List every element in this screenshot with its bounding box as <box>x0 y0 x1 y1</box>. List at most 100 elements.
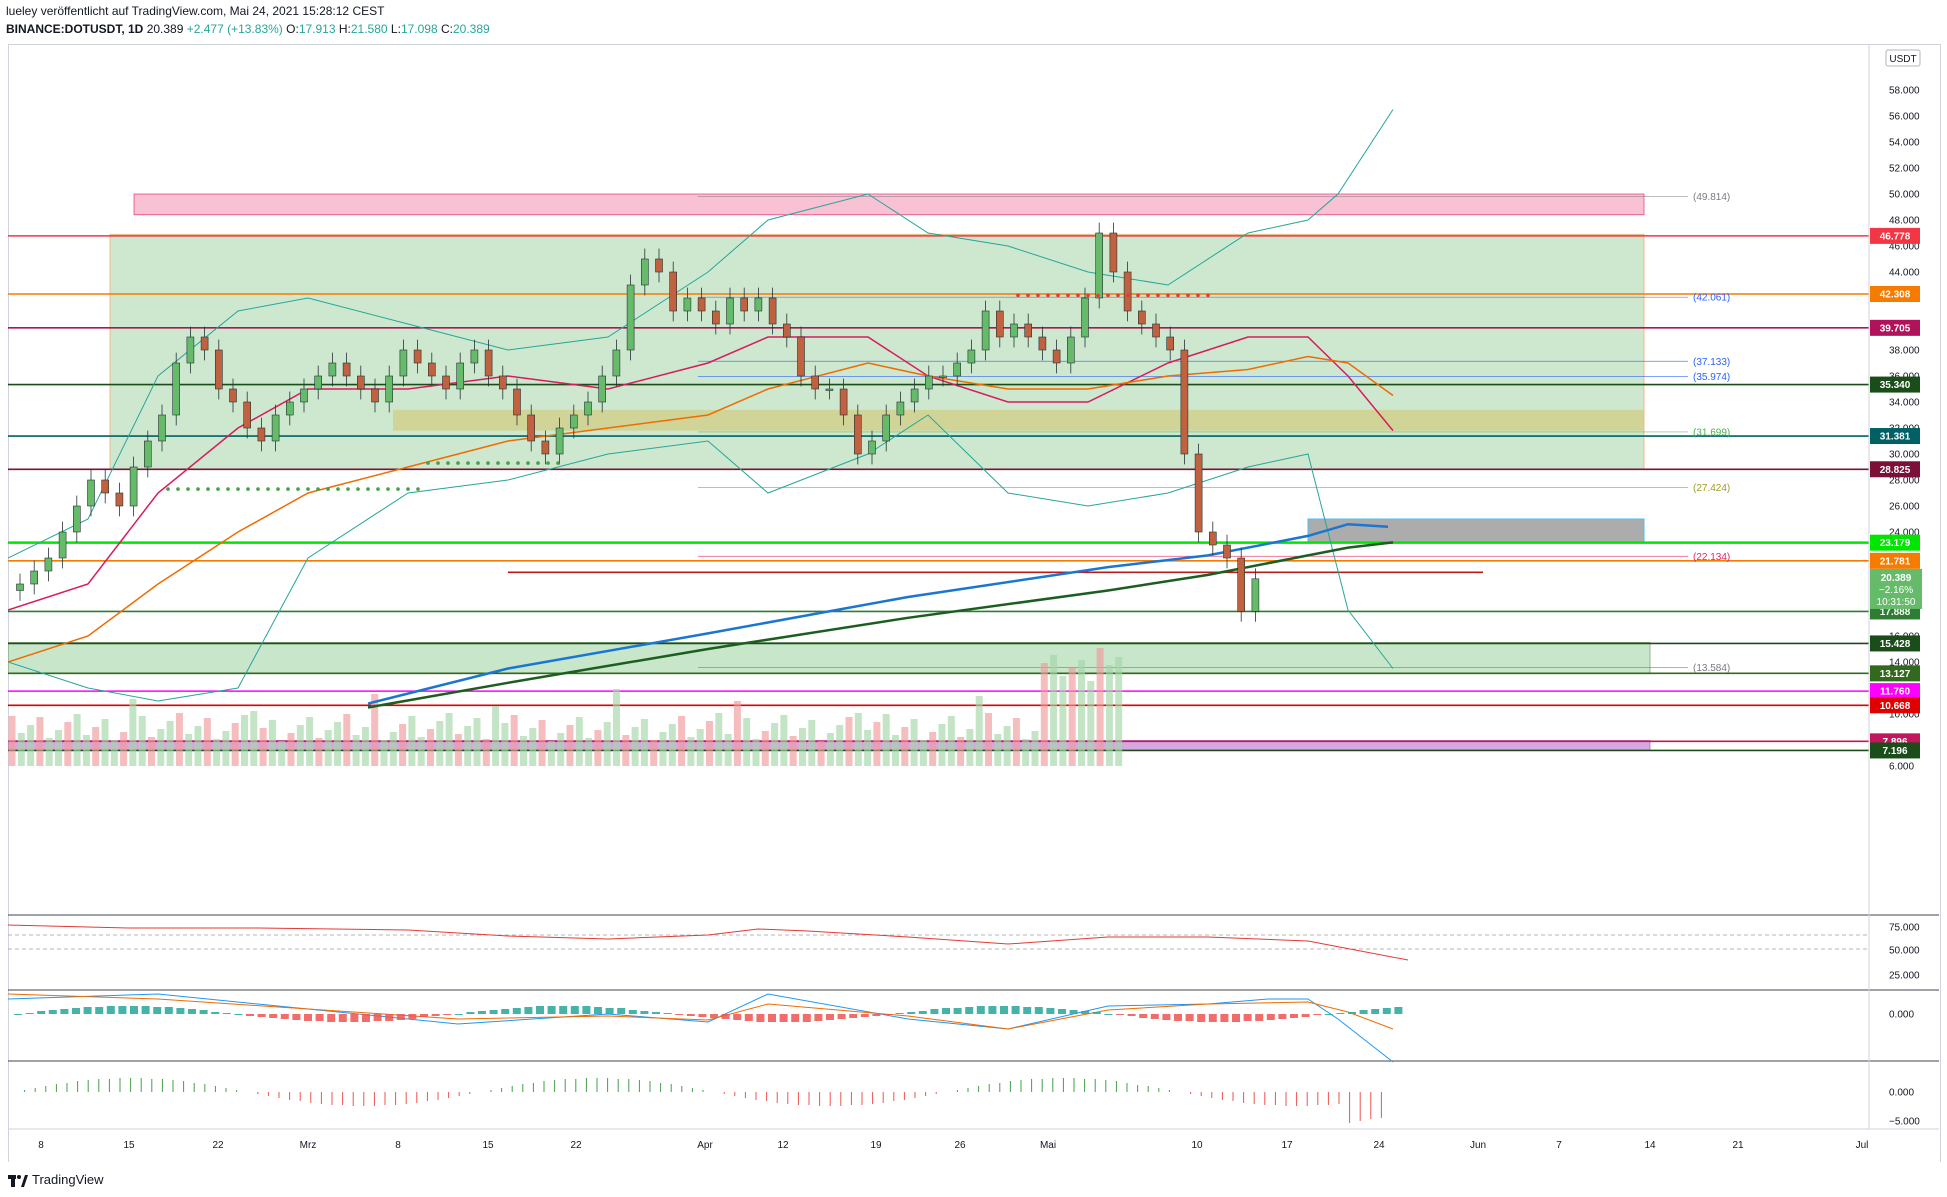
volume-bar <box>436 721 444 766</box>
macd-histogram-bar <box>605 1008 614 1014</box>
macd-histogram-bar <box>930 1009 939 1014</box>
bollinger-layer <box>8 109 1394 702</box>
macd-signal <box>8 993 1394 1030</box>
level-price-tag <box>1870 552 1920 569</box>
candle-body <box>1038 336 1047 351</box>
volume-bar <box>1115 657 1123 766</box>
macd-histogram-bar <box>1278 1014 1287 1019</box>
macd-histogram-bar <box>559 1006 568 1014</box>
candle-body <box>229 388 237 403</box>
volume-bar <box>1087 681 1095 766</box>
psar-dot <box>266 487 270 491</box>
volume-bar <box>687 737 695 766</box>
candle-body <box>768 297 777 325</box>
level-price-tag <box>1870 665 1920 682</box>
chart-canvas[interactable]: (49.814) (42.061) (37.133) (35.974) (31.699)… <box>8 44 1939 1162</box>
footer-bar: TradingView <box>0 1162 1947 1197</box>
candle-body <box>1067 336 1075 364</box>
candle-body <box>910 388 919 403</box>
candle-body <box>200 336 209 351</box>
volume-bar <box>82 735 90 766</box>
psar-dot <box>1196 293 1200 298</box>
time-tick: Apr <box>697 1140 713 1151</box>
macd-histogram-bar <box>547 1006 556 1014</box>
psar-dot <box>186 487 190 491</box>
macd-histogram-bar <box>1382 1008 1391 1014</box>
open-value: 17.913 <box>298 22 336 36</box>
psar-layer <box>166 293 1210 491</box>
macd-histogram-bar <box>72 1008 80 1014</box>
macd-histogram-bar <box>1255 1014 1264 1021</box>
volume-bar <box>92 727 100 766</box>
open-label: O: <box>286 22 299 36</box>
macd-histogram-bar <box>176 1008 185 1014</box>
candle-body <box>371 388 379 403</box>
volume-bar <box>427 729 434 766</box>
candle-body <box>1052 349 1061 364</box>
volume-bar <box>334 722 341 766</box>
candle-body <box>342 362 351 377</box>
psar-dot <box>396 487 400 491</box>
candle-body <box>697 297 706 312</box>
time-tick: Jun <box>1470 1140 1486 1151</box>
gray-zone <box>1307 518 1645 543</box>
macd-histogram-bar <box>907 1012 916 1014</box>
level-price-tag <box>1870 683 1920 700</box>
psar-dot <box>336 487 340 491</box>
macd-histogram-bar <box>594 1007 602 1014</box>
psar-dot <box>1156 293 1160 298</box>
macd-histogram-bar <box>640 1011 649 1014</box>
volume-bar <box>148 737 155 766</box>
candle-body <box>1180 349 1189 455</box>
candle-body <box>1223 544 1231 559</box>
macd-histogram-bar <box>396 1014 405 1020</box>
psar-dot <box>166 487 170 491</box>
psar-dot <box>366 487 370 491</box>
time-tick: Jul <box>1856 1140 1869 1151</box>
volume-bar <box>110 740 118 766</box>
volume-bar <box>659 732 667 766</box>
macd-histogram-bar <box>733 1014 742 1020</box>
macd-histogram-bar <box>768 1014 776 1022</box>
psar-dot <box>496 461 500 465</box>
psar-dot <box>1146 293 1150 298</box>
time-tick: 22 <box>570 1140 582 1151</box>
time-tick: 21 <box>1732 1140 1744 1151</box>
psar-dot <box>1136 293 1140 298</box>
psar-dot <box>356 487 360 491</box>
macd-histogram-bar <box>443 1014 452 1015</box>
macd-histogram-bar <box>408 1014 417 1019</box>
psar-dot <box>446 461 450 465</box>
macd-histogram-bar <box>478 1011 486 1014</box>
rsi-tick: 75.000 <box>1889 923 1920 934</box>
volume-bar <box>454 734 462 766</box>
macd-histogram-bar <box>988 1006 997 1014</box>
candle-body <box>1237 557 1245 612</box>
macd-histogram-bar <box>744 1014 753 1021</box>
volume-bar <box>622 735 630 766</box>
macd-histogram-bar <box>779 1014 788 1022</box>
volume-bar <box>957 737 965 766</box>
candle-body <box>797 336 805 377</box>
symbol-label[interactable]: BINANCE:DOTUSDT, 1D <box>6 22 144 36</box>
time-tick: 19 <box>870 1140 882 1151</box>
tradingview-logo[interactable]: TradingView <box>8 1172 104 1187</box>
psar-dot <box>1166 293 1170 298</box>
volume-bar <box>789 736 797 766</box>
current-price-tag <box>1870 568 1922 609</box>
macd-histogram-bar <box>188 1009 196 1014</box>
psar-dot <box>236 487 240 491</box>
time-tick: Mrz <box>300 1140 317 1151</box>
close-value: 20.389 <box>452 22 490 36</box>
level-price-tag-label: 35.340 <box>1880 380 1911 391</box>
psar-dot <box>516 461 520 465</box>
high-label: H: <box>338 22 351 36</box>
macd-histogram-bar <box>130 1006 138 1014</box>
macd-histogram-bar <box>1313 1014 1322 1015</box>
zones-layer <box>8 193 1651 751</box>
volume-bar <box>482 739 490 766</box>
candle-body <box>811 375 820 390</box>
volume-bar <box>826 733 834 766</box>
volume-bar <box>417 737 425 766</box>
volume-bar <box>1040 663 1048 766</box>
